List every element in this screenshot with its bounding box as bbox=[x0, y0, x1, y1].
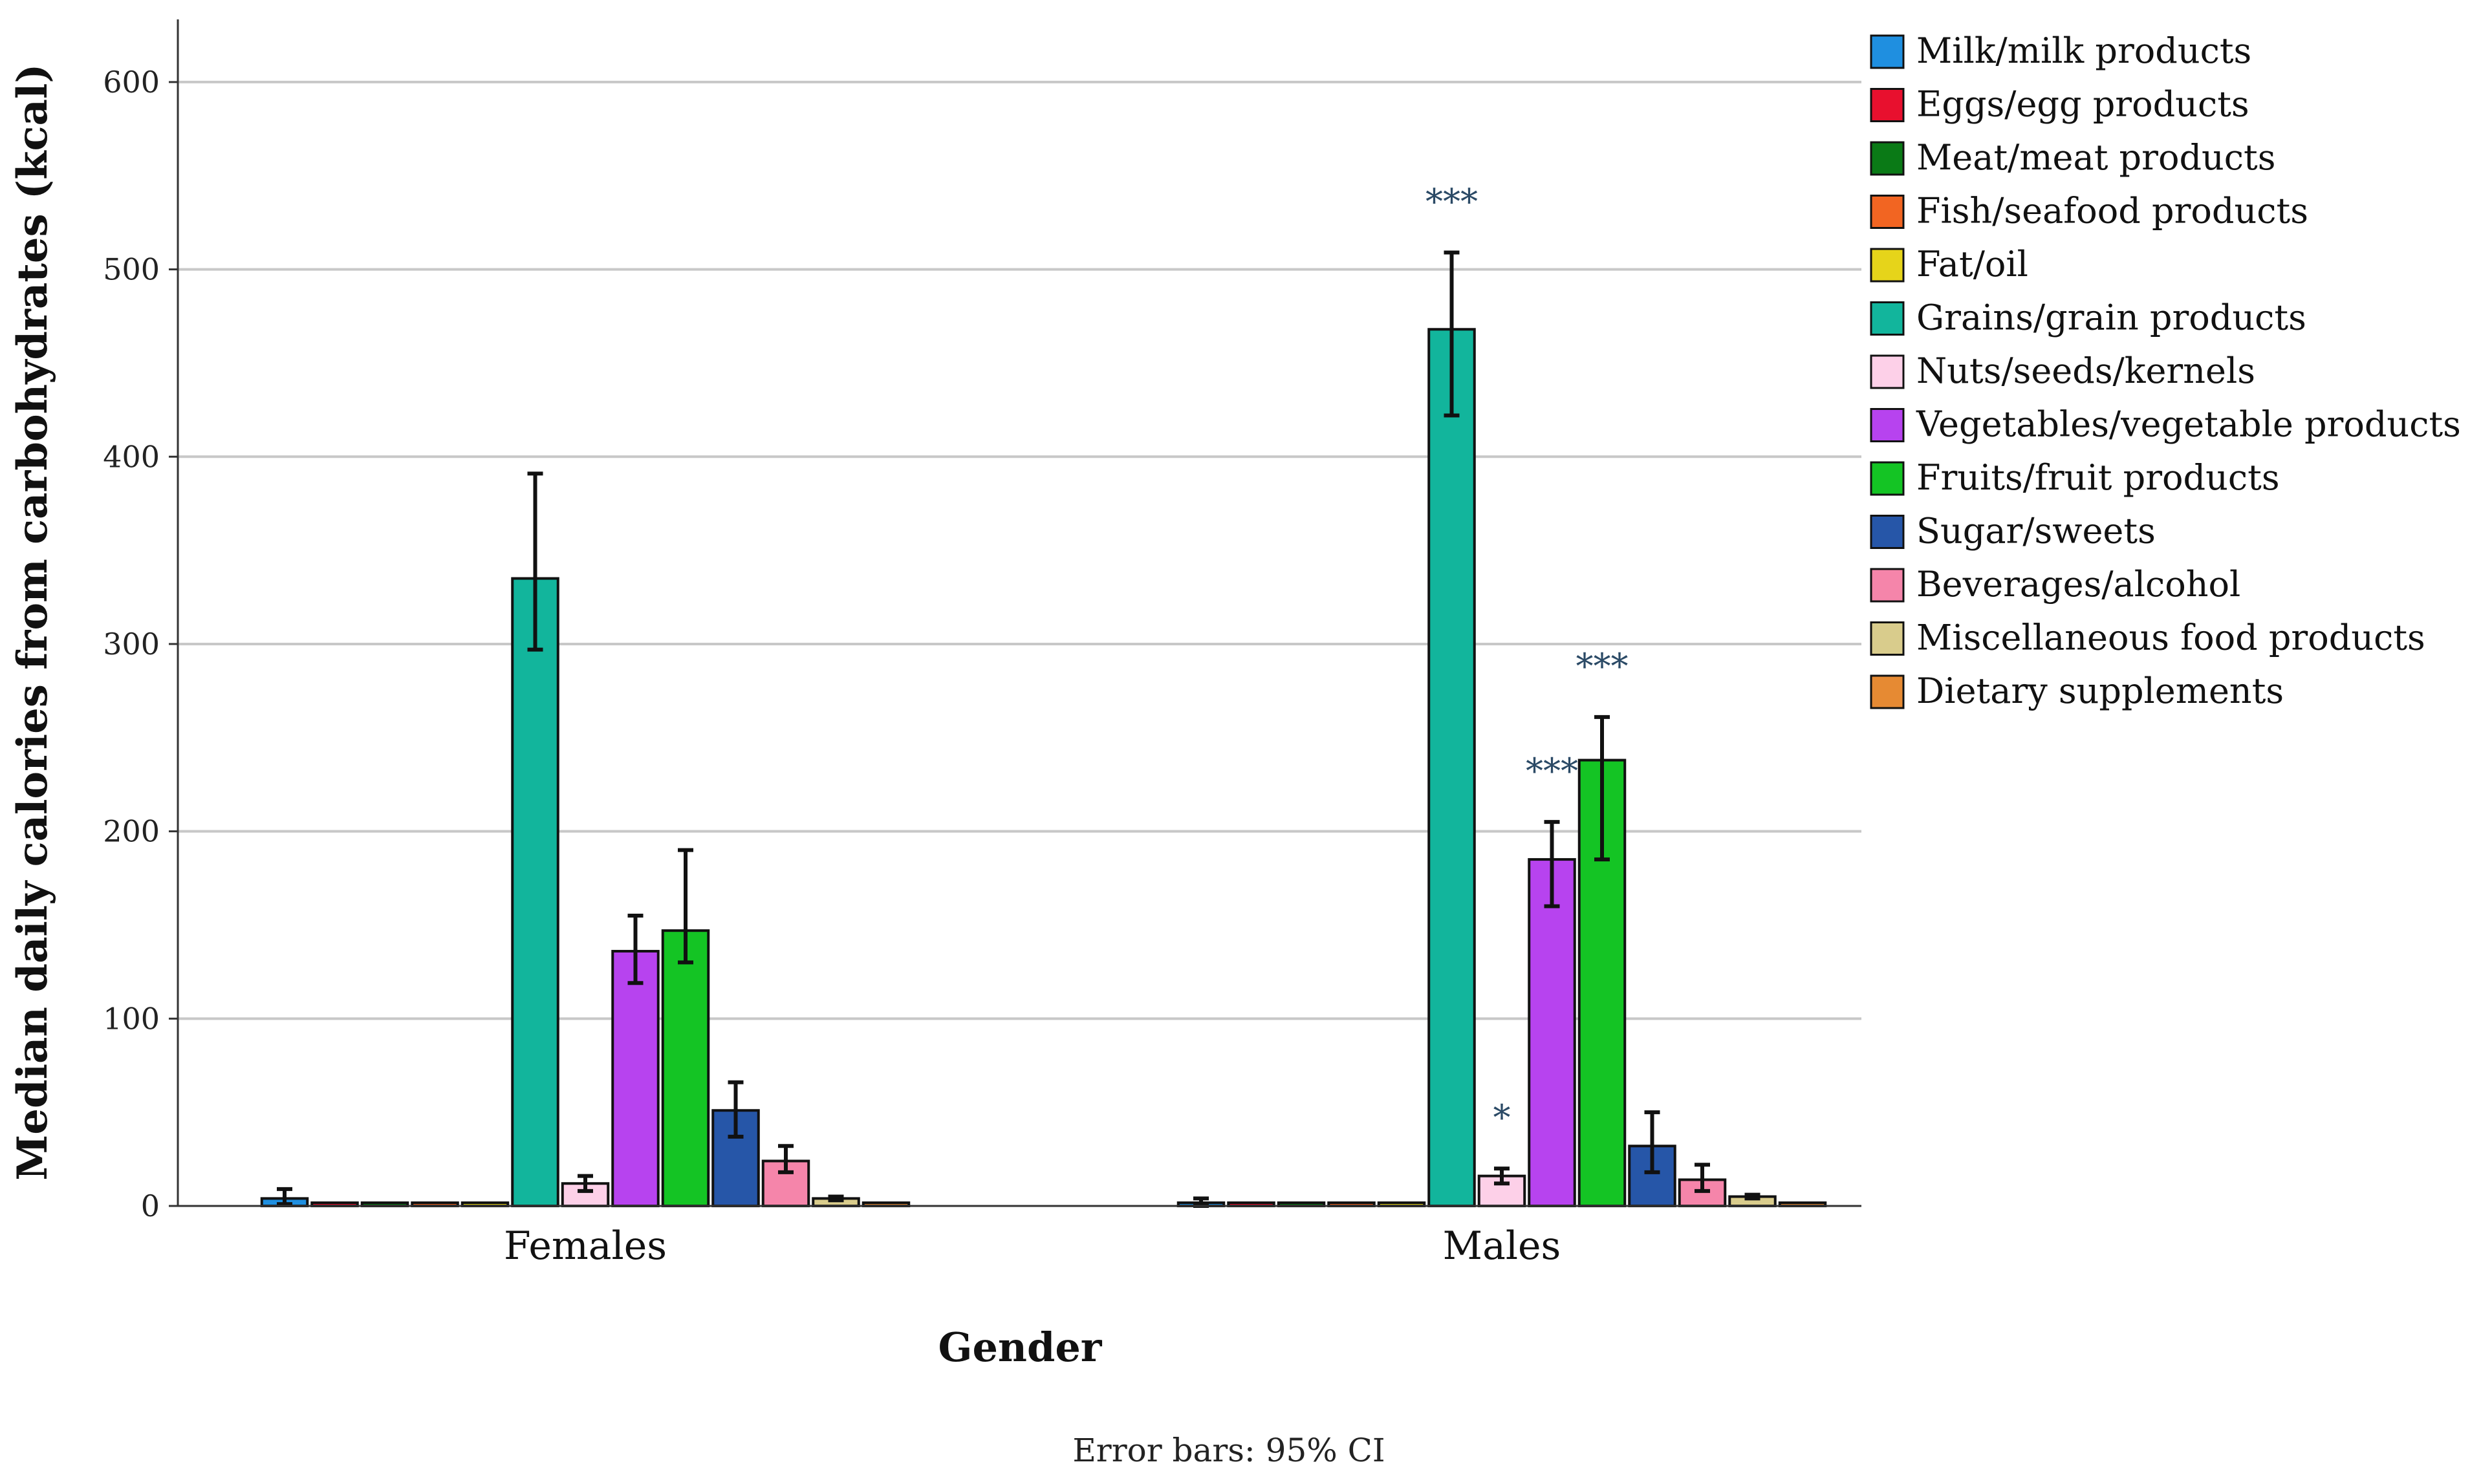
bar bbox=[1528, 858, 1576, 1207]
legend-label: Grains/grain products bbox=[1916, 297, 2306, 338]
legend-label: Vegetables/vegetable products bbox=[1916, 404, 2461, 445]
bar bbox=[661, 929, 710, 1207]
y-tick-label: 0 bbox=[141, 1188, 160, 1223]
legend-label: Meat/meat products bbox=[1916, 137, 2275, 178]
bar bbox=[1427, 328, 1476, 1207]
axis-layer: 0 100 200 300 400 500 600 Females Males bbox=[103, 19, 1861, 1269]
bar bbox=[611, 950, 660, 1207]
legend-swatch bbox=[1870, 621, 1905, 656]
x-tick-label: Males bbox=[1443, 1223, 1561, 1269]
y-tick-label: 400 bbox=[103, 439, 160, 474]
y-tick-label: 100 bbox=[103, 1001, 160, 1036]
legend-label: Fat/oil bbox=[1916, 244, 2028, 285]
bar bbox=[511, 577, 559, 1207]
legend-label: Beverages/alcohol bbox=[1916, 564, 2240, 605]
y-axis-label: Median daily calories from carbohydrates… bbox=[8, 63, 57, 1180]
y-tick-label: 300 bbox=[103, 627, 160, 661]
legend-swatch bbox=[1870, 301, 1905, 336]
significance-marker: *** bbox=[1526, 751, 1578, 791]
x-tick-label: Females bbox=[504, 1223, 667, 1269]
legend-swatch bbox=[1870, 88, 1905, 122]
legend-label: Nuts/seeds/kernels bbox=[1916, 350, 2255, 391]
y-tick-label: 600 bbox=[103, 65, 160, 100]
legend-label: Sugar/sweets bbox=[1916, 511, 2156, 552]
legend-label: Milk/milk products bbox=[1916, 30, 2251, 71]
legend-swatch bbox=[1870, 248, 1905, 283]
legend-label: Eggs/egg products bbox=[1916, 84, 2249, 125]
legend: Milk/milk products Eggs/egg products Meat/… bbox=[1870, 30, 2461, 711]
legend-label: Miscellaneous food products bbox=[1916, 618, 2425, 658]
legend-swatch bbox=[1870, 408, 1905, 442]
legend-label: Dietary supplements bbox=[1916, 671, 2284, 711]
error-bar-layer: ********** bbox=[277, 182, 1760, 1208]
bar-layer bbox=[260, 328, 1827, 1208]
significance-marker: * bbox=[1493, 1097, 1511, 1138]
legend-swatch bbox=[1870, 461, 1905, 496]
legend-swatch bbox=[1870, 141, 1905, 176]
y-tick-label: 500 bbox=[103, 252, 160, 287]
error-bar-footnote: Error bars: 95% CI bbox=[1072, 1432, 1385, 1469]
x-axis-label: Gender bbox=[938, 1324, 1103, 1371]
y-tick-label: 200 bbox=[103, 814, 160, 849]
legend-swatch bbox=[1870, 34, 1905, 69]
legend-swatch bbox=[1870, 515, 1905, 549]
legend-swatch bbox=[1870, 674, 1905, 709]
legend-swatch bbox=[1870, 354, 1905, 389]
legend-swatch bbox=[1870, 568, 1905, 603]
legend-label: Fruits/fruit products bbox=[1916, 457, 2280, 498]
legend-swatch bbox=[1870, 195, 1905, 229]
legend-label: Fish/seafood products bbox=[1916, 191, 2308, 231]
significance-marker: *** bbox=[1576, 646, 1629, 687]
significance-marker: *** bbox=[1425, 182, 1478, 222]
